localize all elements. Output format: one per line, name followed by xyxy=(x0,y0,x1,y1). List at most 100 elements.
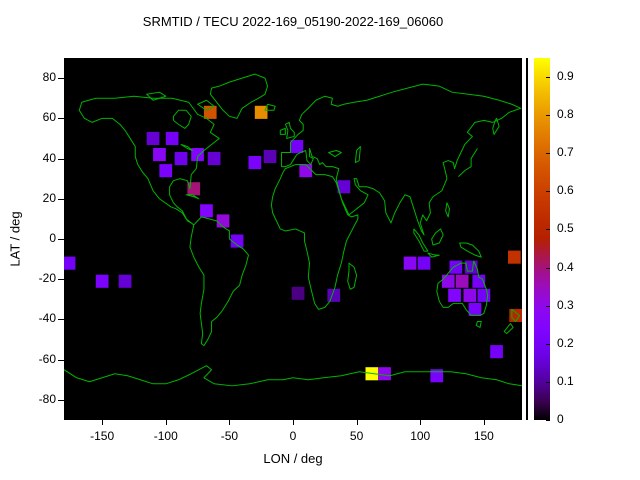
heatmap-cell xyxy=(153,148,166,162)
coastline-britain xyxy=(285,122,294,138)
coastline-hudson-bay xyxy=(173,110,191,128)
colorbar-tick-label: 0.3 xyxy=(557,297,574,312)
x-tick-mark xyxy=(102,420,103,425)
map-plot xyxy=(64,58,522,420)
x-axis-label: LON / deg xyxy=(263,451,323,466)
heatmap-cell xyxy=(477,288,491,302)
heatmap-cell xyxy=(509,308,522,322)
coastline-java xyxy=(428,253,439,257)
y-tick-mark xyxy=(58,319,64,320)
x-tick-label: 150 xyxy=(473,429,494,443)
heatmap-cell xyxy=(187,182,201,196)
x-tick-mark xyxy=(484,420,485,425)
coastline-victoria-island xyxy=(147,92,166,100)
colorbar-tick-mark xyxy=(546,77,550,78)
colorbar-tick-mark xyxy=(546,420,550,421)
y-tick-mark xyxy=(58,118,64,119)
heatmap-cell xyxy=(508,250,521,264)
coastline-iceland xyxy=(265,104,275,110)
heatmap-cell xyxy=(216,214,230,228)
coastline-new-zealand-south xyxy=(504,323,513,333)
colorbar-tick-mark xyxy=(546,306,550,307)
heatmap-cell xyxy=(378,367,391,381)
x-tick-label: -50 xyxy=(220,429,239,443)
y-tick-label: -20 xyxy=(38,271,56,286)
colorbar-tick-label: 0 xyxy=(557,412,564,426)
y-tick-label: -40 xyxy=(38,311,56,326)
coastline-greenland xyxy=(210,74,267,118)
colorbar-tick-mark xyxy=(546,382,550,383)
y-tick-mark xyxy=(58,78,64,79)
colorbar-tick-mark xyxy=(546,268,550,269)
x-tick-label: 50 xyxy=(349,429,364,443)
heatmap-cell xyxy=(203,105,217,119)
coastline-australia xyxy=(437,261,488,315)
heatmap-cell xyxy=(118,274,132,288)
colorbar-tick-label: 0.1 xyxy=(557,373,574,388)
coastline-tasmania xyxy=(476,321,481,327)
coastline-antarctica xyxy=(64,366,522,386)
heatmap-cell xyxy=(146,131,160,145)
x-tick-mark xyxy=(420,420,421,425)
coastline-eurasia xyxy=(282,84,521,235)
coastline-japan xyxy=(458,149,477,177)
heatmap-cell xyxy=(207,152,221,166)
colorbar-tick-label: 0.8 xyxy=(557,107,574,122)
coastline-north-america xyxy=(79,96,219,225)
coastline-south-america xyxy=(190,217,249,346)
colorbar-tick-mark xyxy=(546,229,550,230)
coastline-madagascar xyxy=(348,263,357,289)
heatmap-cell xyxy=(165,131,179,145)
coastline-baffin-island xyxy=(198,100,215,110)
coastline-kamchatka xyxy=(493,118,499,134)
heatmap-cell xyxy=(430,369,444,383)
x-tick-label: -150 xyxy=(90,429,115,443)
x-tick-label: -100 xyxy=(153,429,178,443)
heatmap-cell xyxy=(417,256,431,270)
x-tick-mark xyxy=(357,420,358,425)
heatmap-cell xyxy=(291,286,305,300)
x-tick-label: 100 xyxy=(410,429,431,443)
y-tick-label: 60 xyxy=(42,110,56,125)
colorbar-tick-mark xyxy=(546,115,550,116)
heatmap-cell xyxy=(95,274,109,288)
coastline-borneo xyxy=(432,229,443,245)
coastline-sumatra xyxy=(414,229,428,251)
world-map-svg xyxy=(64,58,522,420)
heatmap-cell xyxy=(191,148,204,162)
heatmap-cell xyxy=(230,234,244,248)
coastline-cuba xyxy=(186,195,199,199)
heatmap-cell xyxy=(290,140,304,154)
heatmap-cell xyxy=(449,260,463,274)
y-tick-mark xyxy=(58,239,64,240)
heatmap-cell xyxy=(337,180,351,194)
heatmap-cell xyxy=(299,164,313,178)
y-tick-label: 0 xyxy=(49,231,56,245)
colorbar-tick-label: 0.2 xyxy=(557,335,574,350)
y-tick-label: -80 xyxy=(38,391,56,406)
chart-title: SRMTID / TECU 2022-169_05190-2022-169_06… xyxy=(142,14,444,29)
heatmap-cell xyxy=(463,288,477,302)
colorbar-tick-label: 0.5 xyxy=(557,221,574,236)
x-tick-label: 0 xyxy=(289,429,297,443)
heatmap-cell xyxy=(263,150,277,164)
x-tick-mark xyxy=(293,420,294,425)
y-tick-mark xyxy=(58,279,64,280)
heatmap-cell xyxy=(468,302,482,316)
y-tick-mark xyxy=(58,159,64,160)
heatmap-cell xyxy=(441,274,455,288)
coastline-new-guinea xyxy=(460,243,482,257)
y-tick-mark xyxy=(58,400,64,401)
heatmap-cells-layer xyxy=(64,105,522,383)
colorbar-tick-label: 0.6 xyxy=(557,183,574,198)
coastlines-layer xyxy=(64,74,522,386)
colorbar-tick-mark xyxy=(546,153,550,154)
heatmap-cell xyxy=(254,105,268,119)
colorbar-tick-label: 0.9 xyxy=(557,69,574,84)
y-tick-label: 20 xyxy=(42,190,56,205)
y-tick-mark xyxy=(58,360,64,361)
x-tick-mark xyxy=(229,420,230,425)
heatmap-cell xyxy=(159,164,173,178)
heatmap-cell xyxy=(464,260,478,274)
y-tick-label: 80 xyxy=(42,70,56,85)
